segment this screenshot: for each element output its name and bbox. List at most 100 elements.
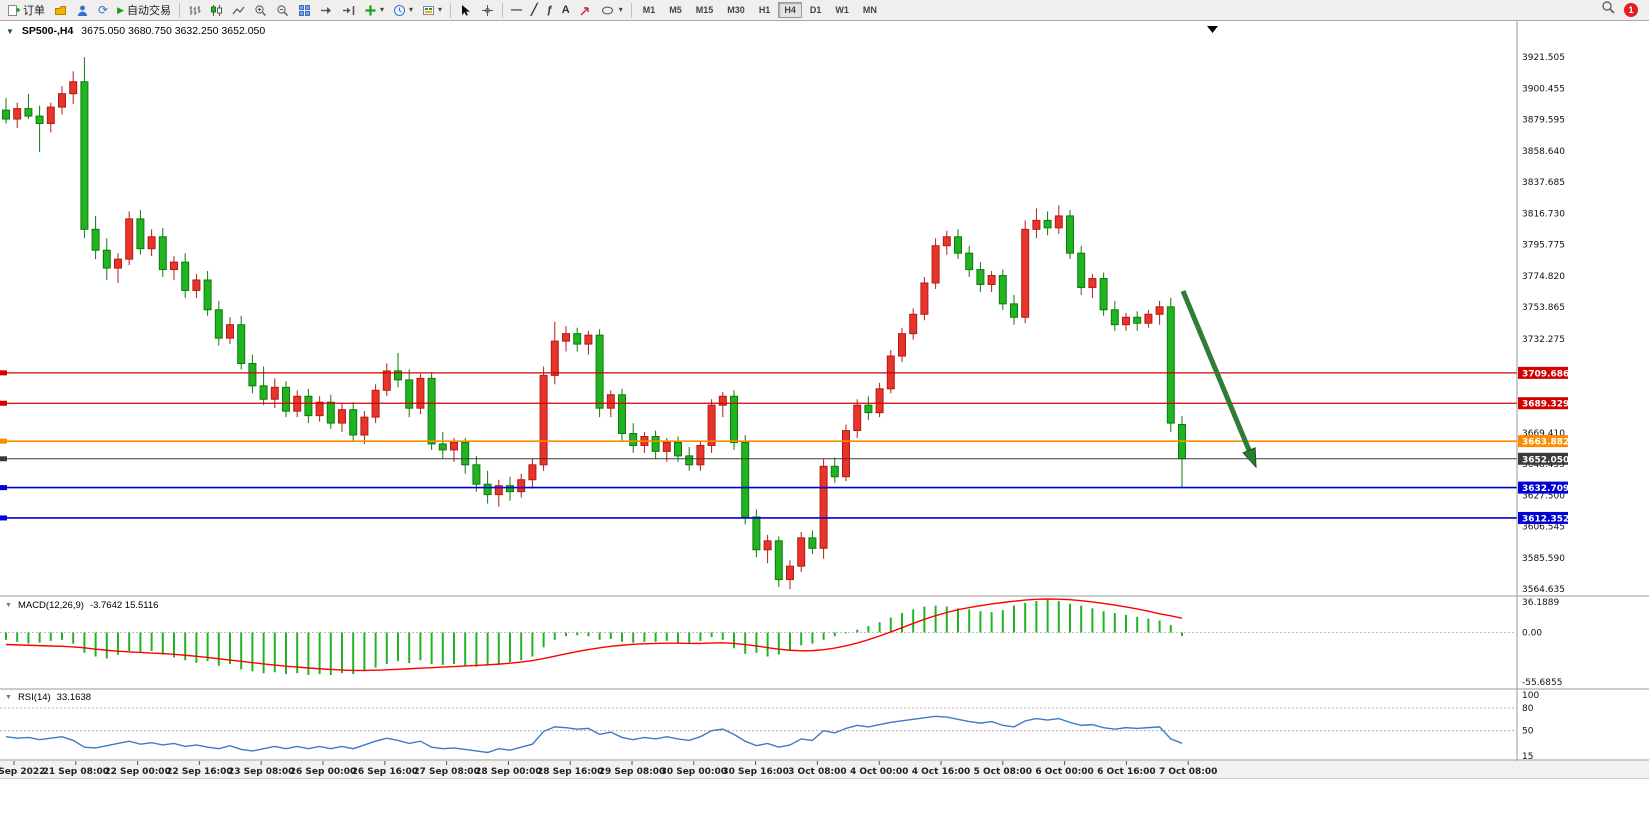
time-axis-label: 28 Sep 16:00 bbox=[537, 767, 603, 777]
time-axis-label: 5 Oct 08:00 bbox=[974, 767, 1032, 777]
bar-chart-button[interactable] bbox=[184, 0, 205, 20]
clock-icon bbox=[393, 4, 406, 17]
time-axis-label: 6 Oct 16:00 bbox=[1097, 767, 1155, 777]
price-level-handle[interactable] bbox=[0, 370, 7, 376]
time-axis-label: 22 Sep 16:00 bbox=[166, 767, 232, 777]
time-axis-label: 22 Sep 00:00 bbox=[104, 767, 170, 777]
profile-button[interactable] bbox=[72, 0, 93, 20]
tf-button-m15[interactable]: M15 bbox=[690, 2, 720, 18]
chart-shift-icon bbox=[342, 4, 355, 17]
time-axis-label: 28 Sep 00:00 bbox=[475, 767, 541, 777]
bar-chart-icon bbox=[188, 4, 201, 17]
tf-button-d1[interactable]: D1 bbox=[804, 2, 828, 18]
arrow-tool-icon bbox=[579, 4, 592, 17]
tf-button-mn[interactable]: MN bbox=[857, 2, 883, 18]
templates-button[interactable]: ▾ bbox=[418, 0, 446, 20]
cursor-button[interactable] bbox=[455, 0, 476, 20]
toolbar-separator bbox=[450, 2, 452, 18]
auto-scroll-icon bbox=[320, 4, 333, 17]
zoom-in-button[interactable] bbox=[250, 0, 271, 20]
fibonacci-tool-button[interactable]: ƒ bbox=[543, 0, 557, 20]
time-axis-label: 20 Sep 2022 bbox=[0, 767, 45, 777]
rsi-indicator-label: ▼ RSI(14) 33.1638 bbox=[5, 692, 91, 703]
price-level-handle[interactable] bbox=[0, 400, 7, 406]
text-tool-button[interactable]: A bbox=[558, 0, 574, 20]
price-axis-label: 3879.595 bbox=[1522, 116, 1565, 126]
search-icon[interactable] bbox=[1601, 0, 1616, 20]
price-level-handle[interactable] bbox=[0, 485, 7, 491]
timeframe-group: M1 M5 M15 M30 H1 H4 D1 W1 MN bbox=[636, 2, 884, 18]
arrows-tool-button[interactable] bbox=[575, 0, 596, 20]
price-axis-label: 3837.685 bbox=[1522, 178, 1565, 188]
price-axis-badge bbox=[1518, 397, 1568, 410]
rsi-axis-label: 15 bbox=[1522, 752, 1533, 762]
price-axis-badge bbox=[1518, 452, 1568, 465]
rsi-panel-icon[interactable]: ▼ bbox=[5, 694, 12, 701]
candlestick-chart-button[interactable] bbox=[206, 0, 227, 20]
new-order-button[interactable]: 订单 bbox=[3, 0, 49, 20]
chart-expand-icon[interactable]: ▼ bbox=[6, 26, 14, 36]
price-axis-badge-label: 3709.686 bbox=[1522, 369, 1569, 379]
time-axis-label: 26 Sep 16:00 bbox=[352, 767, 418, 777]
tile-windows-icon bbox=[298, 4, 311, 17]
text-tool-icon: A bbox=[561, 3, 570, 16]
crosshair-button[interactable] bbox=[477, 0, 498, 20]
time-axis-label: 6 Oct 00:00 bbox=[1035, 767, 1093, 777]
price-axis-badge-label: 3632.709 bbox=[1522, 484, 1569, 494]
candles-layer bbox=[2, 57, 1186, 590]
zoom-out-icon bbox=[276, 4, 289, 17]
trendline-tool-button[interactable]: ╱ bbox=[527, 0, 542, 20]
rsi-axis-label: 100 bbox=[1522, 691, 1539, 701]
refresh-button[interactable]: ⟳ bbox=[94, 0, 112, 20]
time-axis-label: 4 Oct 16:00 bbox=[912, 767, 970, 777]
time-axis-strip[interactable] bbox=[0, 761, 1649, 778]
trendline-icon: ╱ bbox=[531, 3, 538, 16]
chart-folder-icon bbox=[54, 4, 67, 17]
price-axis-badge-label: 3663.882 bbox=[1522, 438, 1569, 448]
tf-button-h4[interactable]: H4 bbox=[778, 2, 802, 18]
line-chart-button[interactable] bbox=[228, 0, 249, 20]
zoom-out-button[interactable] bbox=[272, 0, 293, 20]
time-axis-label: 23 Sep 08:00 bbox=[228, 767, 294, 777]
toolbar-separator bbox=[502, 2, 504, 18]
time-axis-label: 4 Oct 00:00 bbox=[850, 767, 908, 777]
price-axis-label: 3648.455 bbox=[1522, 460, 1565, 470]
price-level-handle[interactable] bbox=[0, 456, 7, 462]
candlestick-chart-icon bbox=[210, 4, 223, 17]
macd-axis-label: 36.1889 bbox=[1522, 598, 1559, 608]
auto-scroll-button[interactable] bbox=[316, 0, 337, 20]
price-axis-badge-label: 3652.050 bbox=[1522, 455, 1569, 465]
indicators-button[interactable]: ▾ bbox=[360, 0, 388, 20]
macd-panel-icon[interactable]: ▼ bbox=[5, 602, 12, 609]
tf-button-w1[interactable]: W1 bbox=[829, 2, 855, 18]
price-axis-label: 3564.635 bbox=[1522, 585, 1565, 595]
tf-button-m30[interactable]: M30 bbox=[721, 2, 751, 18]
price-level-handle[interactable] bbox=[0, 438, 7, 444]
chart-title: ▼ SP500-,H4 3675.050 3680.750 3632.250 3… bbox=[6, 25, 265, 37]
zoom-in-icon bbox=[254, 4, 267, 17]
price-axis-label: 3606.545 bbox=[1522, 523, 1565, 533]
tile-windows-button[interactable] bbox=[294, 0, 315, 20]
toolbar-separator bbox=[178, 2, 180, 18]
shapes-tool-button[interactable]: ▾ bbox=[597, 0, 627, 20]
horizontal-line-tool-button[interactable]: — bbox=[507, 0, 526, 20]
scroll-end-marker-icon[interactable] bbox=[1207, 26, 1218, 33]
tf-button-m1[interactable]: M1 bbox=[637, 2, 662, 18]
periods-button[interactable]: ▾ bbox=[389, 0, 417, 20]
price-chart-canvas[interactable]: 3921.505 3900.455 3879.595 3858.640 3837.685… bbox=[0, 21, 1649, 820]
tf-button-m5[interactable]: M5 bbox=[663, 2, 688, 18]
trend-arrow-shaft[interactable] bbox=[1180, 290, 1252, 452]
tf-button-h1[interactable]: H1 bbox=[753, 2, 777, 18]
toolbar: 订单 ⟳ ▶ 自动交易 bbox=[0, 0, 1649, 21]
price-level-handle[interactable] bbox=[0, 515, 7, 521]
autotrade-button[interactable]: ▶ 自动交易 bbox=[113, 0, 175, 20]
fibonacci-icon: ƒ bbox=[546, 3, 553, 16]
templates-caret-icon: ▾ bbox=[438, 5, 443, 14]
chart-shift-button[interactable] bbox=[338, 0, 359, 20]
charts-button[interactable] bbox=[50, 0, 71, 20]
chart-ohlc-values: 3675.050 3680.750 3632.250 3652.050 bbox=[81, 25, 266, 37]
trend-arrow-head[interactable] bbox=[1242, 447, 1257, 469]
notification-badge[interactable]: 1 bbox=[1624, 3, 1638, 17]
price-axis-label: 3795.775 bbox=[1522, 241, 1565, 251]
profile-person-icon bbox=[76, 4, 89, 17]
